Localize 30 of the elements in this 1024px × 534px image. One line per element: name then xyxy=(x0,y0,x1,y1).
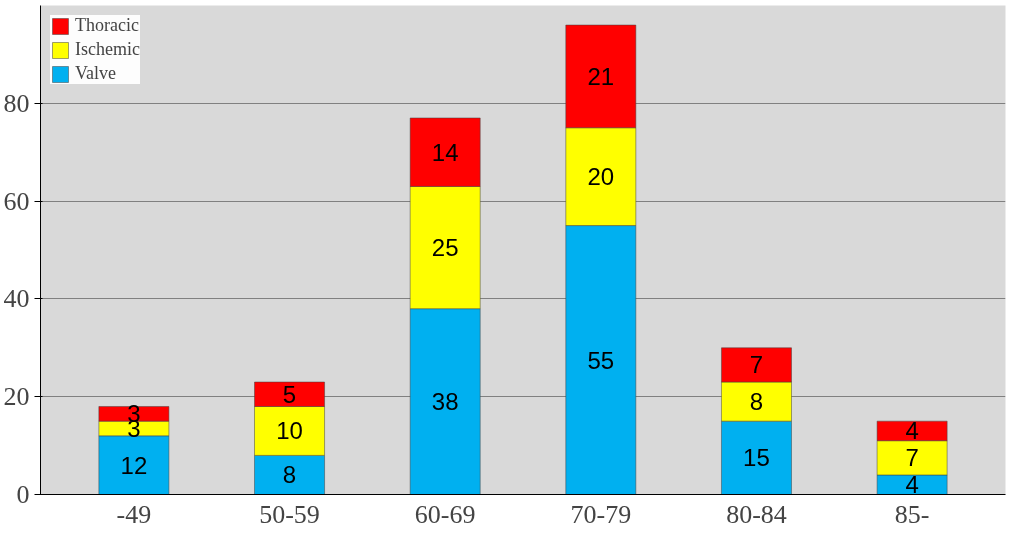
data-label: 8 xyxy=(282,461,297,489)
legend-label: Valve xyxy=(75,63,116,84)
data-label: 21 xyxy=(587,62,615,90)
y-tick-label: 0 xyxy=(16,480,30,509)
data-label: 4 xyxy=(905,471,919,499)
legend-label: Ischemic xyxy=(75,39,140,60)
x-tick-label: 80-84 xyxy=(726,499,787,529)
data-label: 55 xyxy=(587,346,615,374)
x-tick-label: 85- xyxy=(894,499,930,529)
x-tick-label: 70-79 xyxy=(570,499,632,529)
data-label: 5 xyxy=(282,380,297,408)
y-tick-label: 40 xyxy=(3,284,30,314)
x-tick-label: 60-69 xyxy=(414,499,476,529)
data-label: 7 xyxy=(749,351,764,379)
data-label: 12 xyxy=(120,451,148,479)
y-tick-label: 60 xyxy=(3,186,30,216)
x-tick-label: 50-59 xyxy=(259,499,320,529)
data-label: 7 xyxy=(905,444,919,472)
data-label: 4 xyxy=(905,417,919,445)
data-label: 14 xyxy=(431,138,459,166)
data-label: 25 xyxy=(431,234,459,262)
data-label: 20 xyxy=(587,163,615,191)
data-label: 15 xyxy=(743,444,770,472)
data-label: 10 xyxy=(276,417,303,445)
x-tick-label: -49 xyxy=(116,499,152,529)
y-tick-label: 20 xyxy=(3,382,30,412)
data-label: 38 xyxy=(431,388,459,416)
legend-label: Thoracic xyxy=(75,15,139,36)
y-tick-label: 80 xyxy=(3,88,30,118)
data-label: 8 xyxy=(749,388,764,416)
